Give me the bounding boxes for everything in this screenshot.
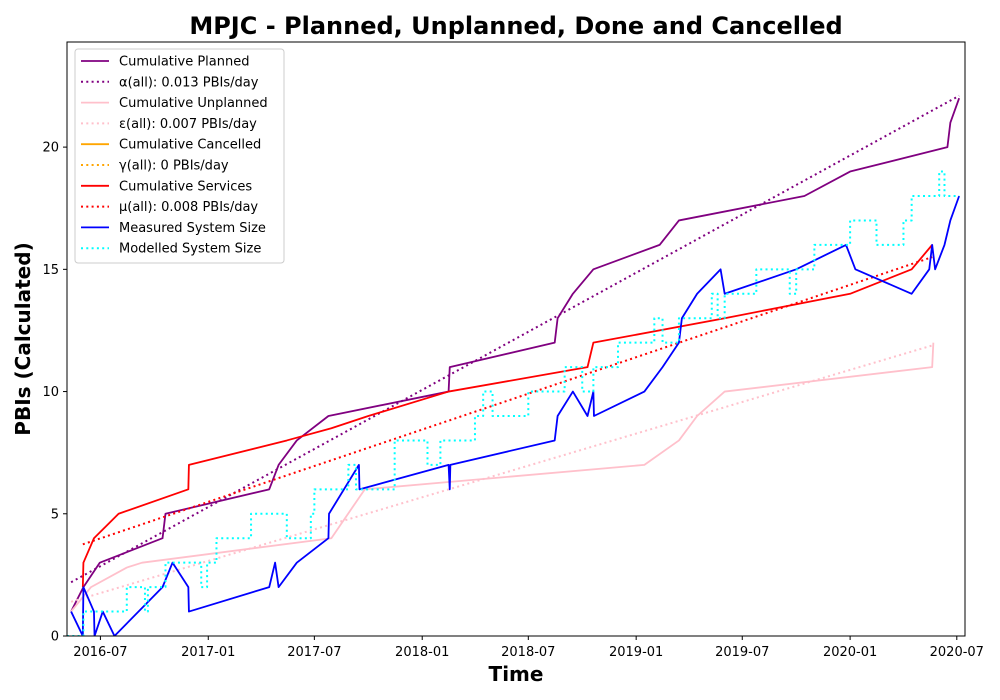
legend-label-1: α(all): 0.013 PBIs/day	[119, 75, 259, 90]
legend-label-0: Cumulative Planned	[119, 55, 249, 70]
series-layer	[67, 94, 960, 636]
series-line-3-all-0-007-pbis-day	[70, 344, 934, 603]
axes-frame	[66, 41, 966, 637]
legend-label-3: ε(all): 0.007 PBIs/day	[119, 117, 257, 132]
plot-area: 2016-07 2017-01 2017-07 2018-01 2018-07 2019-…	[42, 41, 984, 660]
legend: Cumulative Planned α(all): 0.013 PBIs/day…	[74, 48, 285, 264]
series-line-9-modelled-system-size	[67, 170, 960, 636]
x-tick-label: 2020-01	[823, 645, 877, 660]
y-tick-label: 5	[51, 507, 59, 522]
y-axis-ticks: 0 5 10 15 20	[42, 141, 67, 645]
x-axis-ticks: 2016-07 2017-01 2017-07 2018-01 2018-07 2019-…	[73, 636, 984, 660]
x-axis-title: Time	[489, 662, 544, 686]
legend-label-8: Measured System Size	[119, 221, 266, 236]
legend-frame	[74, 48, 285, 264]
x-tick-label: 2017-01	[181, 645, 235, 660]
x-tick-label: 2018-01	[395, 645, 449, 660]
legend-label-6: Cumulative Services	[119, 179, 252, 194]
x-tick-label: 2019-01	[609, 645, 663, 660]
series-line-1-all-0-013-pbis-day	[70, 94, 960, 584]
x-tick-label: 2019-07	[715, 645, 769, 660]
legend-label-4: Cumulative Cancelled	[119, 138, 261, 153]
legend-label-9: Modelled System Size	[119, 242, 261, 257]
series-line-0-cumulative-planned	[70, 97, 960, 612]
chart-title: MPJC - Planned, Unplanned, Done and Canc…	[189, 12, 842, 40]
x-tick-label: 2018-07	[501, 645, 555, 660]
legend-label-5: γ(all): 0 PBIs/day	[119, 159, 229, 174]
y-tick-label: 20	[42, 141, 59, 156]
series-line-8-measured-system-size	[70, 195, 960, 636]
x-tick-label: 2016-07	[73, 645, 127, 660]
y-tick-label: 10	[42, 385, 59, 400]
x-tick-label: 2020-07	[930, 645, 984, 660]
y-tick-label: 15	[42, 263, 59, 278]
y-axis-title: PBIs (Calculated)	[11, 242, 35, 435]
legend-label-2: Cumulative Unplanned	[119, 96, 268, 111]
series-line-7-all-0-008-pbis-day	[82, 256, 933, 546]
legend-label-7: μ(all): 0.008 PBIs/day	[119, 200, 258, 215]
x-tick-label: 2017-07	[287, 645, 341, 660]
y-tick-label: 0	[51, 630, 59, 645]
